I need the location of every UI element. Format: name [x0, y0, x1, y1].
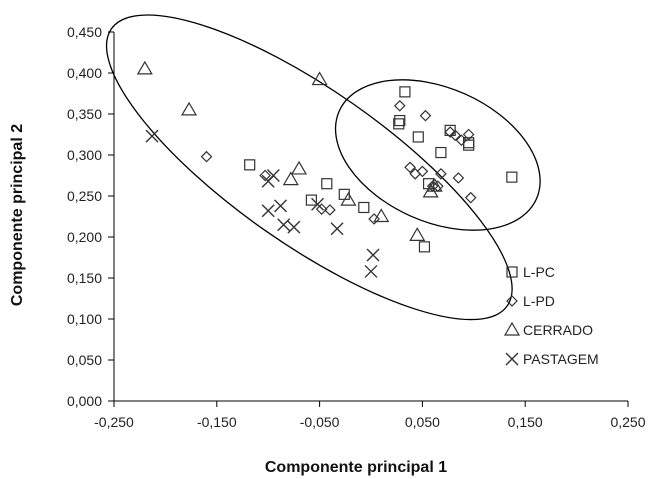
- point-l-pc: [506, 171, 518, 183]
- point-l-pc: [435, 146, 447, 159]
- legend-label-pastagem: PASTAGEM: [523, 351, 599, 367]
- point-l-pd: [404, 161, 416, 174]
- cluster-ellipse: [105, 14, 513, 321]
- point-l-pd: [259, 169, 271, 182]
- legend-label-cerrado: CERRADO: [523, 322, 593, 338]
- y-tick-label: 0,000: [67, 393, 102, 409]
- legend-marker-pastagem: [505, 352, 519, 366]
- point-l-pc: [393, 118, 405, 130]
- legend-marker-l-pd: [506, 295, 518, 307]
- point-cerrado: [409, 227, 426, 241]
- x-tick-label: 0,250: [610, 414, 645, 430]
- legend-label-l-pc: L-PC: [523, 264, 555, 280]
- point-l-pc: [412, 131, 424, 143]
- point-pastagem: [330, 222, 344, 236]
- series-cerrado: [136, 60, 443, 241]
- y-tick-label: 0,450: [67, 24, 102, 40]
- cluster-ellipses: [105, 14, 541, 321]
- point-pastagem: [311, 197, 325, 211]
- y-tick-label: 0,400: [67, 65, 102, 81]
- point-l-pd: [462, 128, 475, 141]
- x-axis-title: Componente principal 1: [265, 459, 447, 476]
- point-cerrado: [311, 71, 328, 86]
- series-l-pc: [244, 86, 518, 253]
- x-tick-label: 0,150: [508, 414, 543, 430]
- legend-marker-l-pc: [506, 266, 518, 278]
- point-l-pd: [419, 109, 432, 122]
- series-l-pd: [200, 99, 477, 225]
- point-pastagem: [274, 199, 288, 213]
- point-pastagem: [366, 248, 380, 262]
- legend-label-l-pd: L-PD: [523, 293, 555, 309]
- point-pastagem: [364, 264, 378, 278]
- tick-labels: -0,250 -0,150 -0,050 0,050 0,150 0,250 0,000 0,…: [67, 24, 646, 430]
- y-tick-label: 0,100: [67, 311, 102, 327]
- cluster-ellipse: [334, 79, 541, 231]
- point-pastagem: [277, 218, 291, 232]
- x-tick-label: -0,150: [197, 414, 237, 430]
- point-cerrado: [426, 177, 443, 192]
- y-axis-title: Componente principal 2: [9, 124, 26, 306]
- x-tick-label: -0,250: [94, 414, 134, 430]
- y-tick-label: 0,200: [67, 229, 102, 245]
- point-l-pd: [393, 99, 406, 112]
- point-l-pc: [418, 241, 431, 253]
- point-pastagem: [266, 169, 280, 182]
- point-pastagem: [145, 129, 159, 143]
- series-pastagem: [145, 129, 380, 278]
- x-tick-label: 0,050: [405, 414, 440, 430]
- point-cerrado: [290, 160, 308, 175]
- point-l-pd: [324, 204, 336, 216]
- point-l-pd: [452, 172, 465, 184]
- point-pastagem: [287, 220, 301, 234]
- data-points: [136, 60, 518, 278]
- point-cerrado: [373, 208, 390, 223]
- point-l-pd: [449, 129, 462, 142]
- point-l-pc: [321, 178, 333, 190]
- point-cerrado: [180, 101, 198, 116]
- y-tick-label: 0,300: [67, 147, 102, 163]
- point-l-pd: [416, 165, 429, 178]
- point-l-pd: [435, 168, 447, 180]
- point-l-pc: [358, 201, 370, 214]
- point-l-pd: [444, 126, 457, 138]
- point-cerrado: [136, 60, 153, 75]
- point-l-pc: [399, 86, 411, 98]
- point-l-pd: [200, 150, 213, 163]
- point-l-pc: [244, 159, 256, 171]
- point-l-pc: [305, 194, 317, 206]
- point-l-pc: [394, 114, 406, 127]
- y-tick-label: 0,150: [67, 270, 102, 286]
- point-cerrado: [282, 171, 299, 186]
- legend: L-PC L-PD CERRADO PASTAGEM: [503, 264, 599, 367]
- axes: [108, 31, 629, 407]
- legend-marker-cerrado: [503, 321, 521, 336]
- y-tick-label: 0,250: [67, 188, 102, 204]
- x-tick-label: -0,050: [300, 414, 340, 430]
- point-pastagem: [261, 204, 275, 218]
- point-cerrado: [340, 191, 357, 206]
- point-l-pd: [455, 134, 468, 147]
- point-l-pd: [464, 191, 477, 204]
- y-tick-label: 0,350: [67, 106, 102, 122]
- point-l-pd: [315, 203, 328, 215]
- y-tick-label: 0,050: [67, 352, 102, 368]
